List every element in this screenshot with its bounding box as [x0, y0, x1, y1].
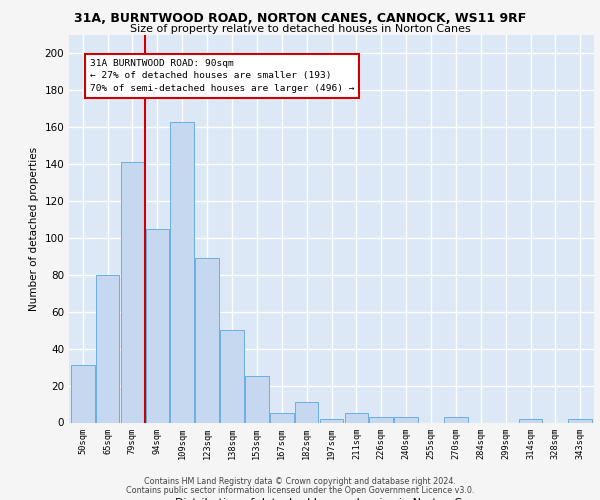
- Bar: [370, 417, 393, 422]
- Bar: [71, 366, 95, 422]
- Bar: [344, 414, 368, 422]
- X-axis label: Distribution of detached houses by size in Norton Canes: Distribution of detached houses by size …: [175, 498, 488, 500]
- Bar: [245, 376, 269, 422]
- Y-axis label: Number of detached properties: Number of detached properties: [29, 146, 39, 311]
- Bar: [195, 258, 219, 422]
- Text: Contains public sector information licensed under the Open Government Licence v3: Contains public sector information licen…: [126, 486, 474, 495]
- Bar: [320, 419, 343, 422]
- Text: Size of property relative to detached houses in Norton Canes: Size of property relative to detached ho…: [130, 24, 470, 34]
- Bar: [394, 417, 418, 422]
- Bar: [170, 122, 194, 422]
- Bar: [96, 275, 119, 422]
- Text: 31A BURNTWOOD ROAD: 90sqm
← 27% of detached houses are smaller (193)
70% of semi: 31A BURNTWOOD ROAD: 90sqm ← 27% of detac…: [90, 59, 355, 93]
- Bar: [519, 419, 542, 422]
- Bar: [220, 330, 244, 422]
- Text: 31A, BURNTWOOD ROAD, NORTON CANES, CANNOCK, WS11 9RF: 31A, BURNTWOOD ROAD, NORTON CANES, CANNO…: [74, 12, 526, 26]
- Bar: [444, 417, 468, 422]
- Text: Contains HM Land Registry data © Crown copyright and database right 2024.: Contains HM Land Registry data © Crown c…: [144, 477, 456, 486]
- Bar: [270, 414, 293, 422]
- Bar: [295, 402, 319, 422]
- Bar: [146, 229, 169, 422]
- Bar: [568, 419, 592, 422]
- Bar: [121, 162, 144, 422]
